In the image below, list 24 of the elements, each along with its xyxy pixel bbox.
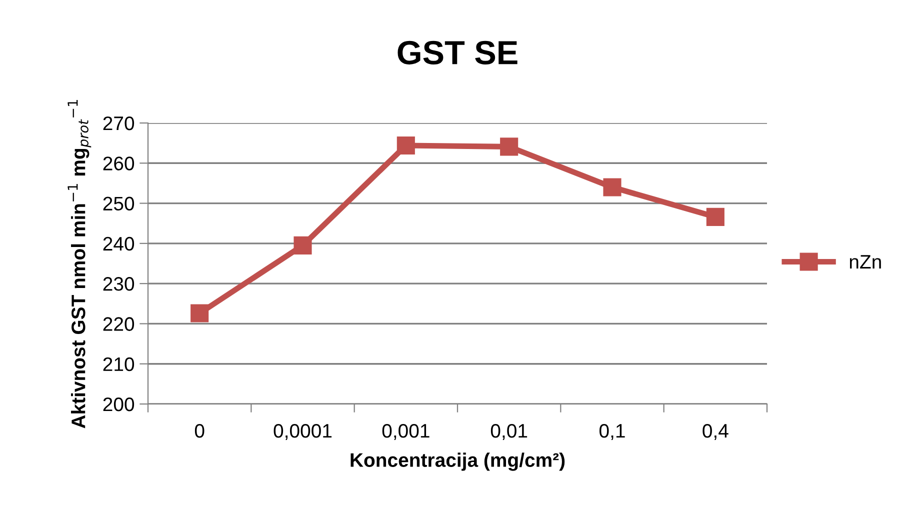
y-tick-label: 220 bbox=[103, 317, 134, 331]
y-tick-label: 210 bbox=[103, 357, 134, 372]
y-tick-label: 270 bbox=[103, 116, 134, 130]
y-axis-title: Aktivnost GST nmol min$^{−1}$ mg$_{prot}$$^{−1}$ bbox=[68, 100, 92, 428]
x-tick-label: 0,4 bbox=[702, 424, 728, 440]
chart-title: GST SE bbox=[398, 40, 518, 64]
point bbox=[190, 304, 209, 322]
point bbox=[500, 138, 518, 156]
point bbox=[603, 178, 622, 196]
y-tick-label: 260 bbox=[103, 156, 134, 170]
x-tick-label: 0,01 bbox=[490, 424, 528, 440]
x-axis-title: Koncentracija (mg/cm²) bbox=[350, 452, 565, 471]
legend-label: nZn bbox=[850, 255, 881, 269]
x-tick-label: 0 bbox=[194, 424, 204, 438]
point bbox=[706, 208, 724, 226]
point bbox=[294, 236, 312, 254]
x-tick-label: 0,001 bbox=[382, 424, 430, 440]
point bbox=[396, 136, 415, 155]
x-tick-label: 0,0001 bbox=[274, 424, 332, 440]
x-tick-label: 0,1 bbox=[599, 424, 625, 440]
y-tick-label: 200 bbox=[103, 397, 134, 412]
y-tick-label: 250 bbox=[103, 196, 134, 211]
y-tick-label: 240 bbox=[103, 236, 134, 251]
y-tick-label: 230 bbox=[103, 277, 134, 291]
